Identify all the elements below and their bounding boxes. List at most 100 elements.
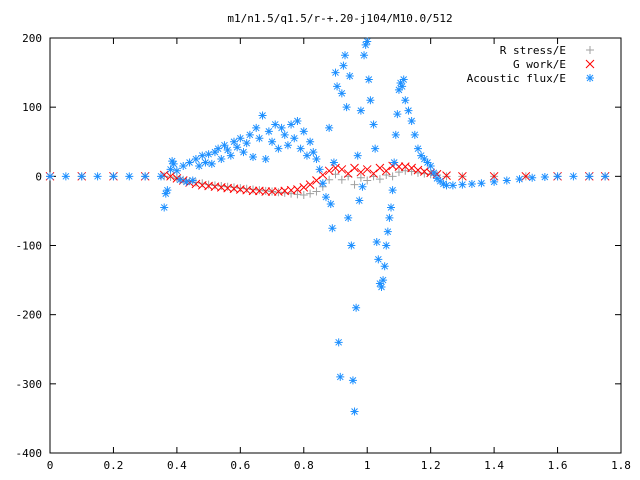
data-point <box>553 172 562 181</box>
x-tick-label: 1.6 <box>548 459 568 472</box>
x-tick-label: 1.8 <box>611 459 631 472</box>
data-point <box>355 196 364 205</box>
data-point <box>363 37 372 46</box>
data-point <box>157 172 166 181</box>
data-point <box>390 158 399 167</box>
data-point <box>388 186 397 195</box>
data-point <box>377 283 386 291</box>
data-point <box>191 155 200 164</box>
data-point <box>318 179 327 188</box>
data-point <box>255 134 264 143</box>
data-point <box>364 75 373 84</box>
data-point <box>347 241 356 250</box>
data-point <box>245 130 254 139</box>
data-point <box>442 181 451 190</box>
data-point <box>375 279 384 288</box>
data-point <box>407 117 416 125</box>
data-point <box>399 75 408 84</box>
data-point <box>210 148 219 157</box>
data-point <box>160 203 169 212</box>
data-point <box>417 151 426 160</box>
data-point <box>356 167 366 177</box>
data-point <box>528 173 537 182</box>
data-point <box>226 151 235 160</box>
data-point <box>391 130 400 139</box>
data-point <box>223 146 232 155</box>
axes: 0 0.2 0.4 0.6 0.8 1 1.2 1.4 1.6 1.8 -400 -300 -200 -1… <box>16 32 631 472</box>
data-point <box>274 144 283 153</box>
data-point <box>410 130 419 139</box>
data-point <box>324 166 334 176</box>
data-point <box>372 238 381 247</box>
data-point <box>325 123 334 132</box>
data-point <box>348 376 357 385</box>
data-point <box>442 171 451 180</box>
data-point <box>350 407 359 416</box>
data-point <box>432 169 442 179</box>
data-point <box>312 155 321 164</box>
x-tick-label: 1.2 <box>421 459 441 472</box>
legend-marker <box>586 74 594 82</box>
data-point <box>290 134 299 143</box>
data-point <box>334 338 343 347</box>
data-point <box>293 117 302 125</box>
data-point <box>182 177 191 186</box>
data-point <box>396 78 405 87</box>
data-point <box>223 182 232 191</box>
data-point <box>141 172 150 181</box>
data-point <box>233 143 242 152</box>
x-tick-label: 0 <box>47 459 54 472</box>
data-point <box>423 158 432 167</box>
data-point <box>169 159 178 168</box>
x-tick-label: 0.2 <box>104 459 124 472</box>
data-point <box>375 175 384 184</box>
data-point <box>214 144 223 153</box>
data-point <box>210 181 219 190</box>
data-point <box>204 150 213 159</box>
x-tick-label: 0.6 <box>230 459 250 472</box>
data-point <box>343 169 353 178</box>
data-point <box>296 144 305 153</box>
data-point <box>387 203 396 212</box>
data-point <box>249 152 258 161</box>
data-point <box>77 172 86 181</box>
data-point <box>188 176 197 185</box>
data-point <box>369 120 378 129</box>
data-point <box>306 137 315 146</box>
data-point <box>337 165 347 174</box>
data-point <box>350 180 359 189</box>
x-tick-label: 1.4 <box>484 459 504 472</box>
data-point <box>309 148 318 157</box>
data-point <box>380 262 389 271</box>
x-tick-label: 0.8 <box>294 459 314 472</box>
y-tick-label: -400 <box>16 447 43 460</box>
data-point <box>371 144 380 153</box>
data-point <box>201 158 210 167</box>
data-point <box>302 151 311 160</box>
data-point <box>350 163 359 173</box>
data-point <box>333 82 342 91</box>
data-point <box>388 172 397 181</box>
data-point <box>341 51 350 60</box>
data-point <box>379 276 388 285</box>
data-point <box>312 187 321 196</box>
data-point <box>394 168 403 177</box>
data-point <box>515 175 524 184</box>
data-point <box>356 106 365 115</box>
y-tick-label: -200 <box>16 309 43 322</box>
data-point <box>220 141 229 150</box>
data-point <box>261 155 270 164</box>
data-point <box>360 51 369 60</box>
data-point <box>252 123 261 132</box>
data-point <box>305 180 315 189</box>
y-tick-label: 200 <box>22 32 42 45</box>
data-point <box>258 111 267 120</box>
data-point <box>448 181 457 190</box>
data-point <box>407 167 416 176</box>
data-point <box>325 175 334 184</box>
data-point <box>242 184 251 193</box>
data-point <box>283 141 292 150</box>
data-point <box>336 372 345 381</box>
data-point <box>261 187 271 196</box>
